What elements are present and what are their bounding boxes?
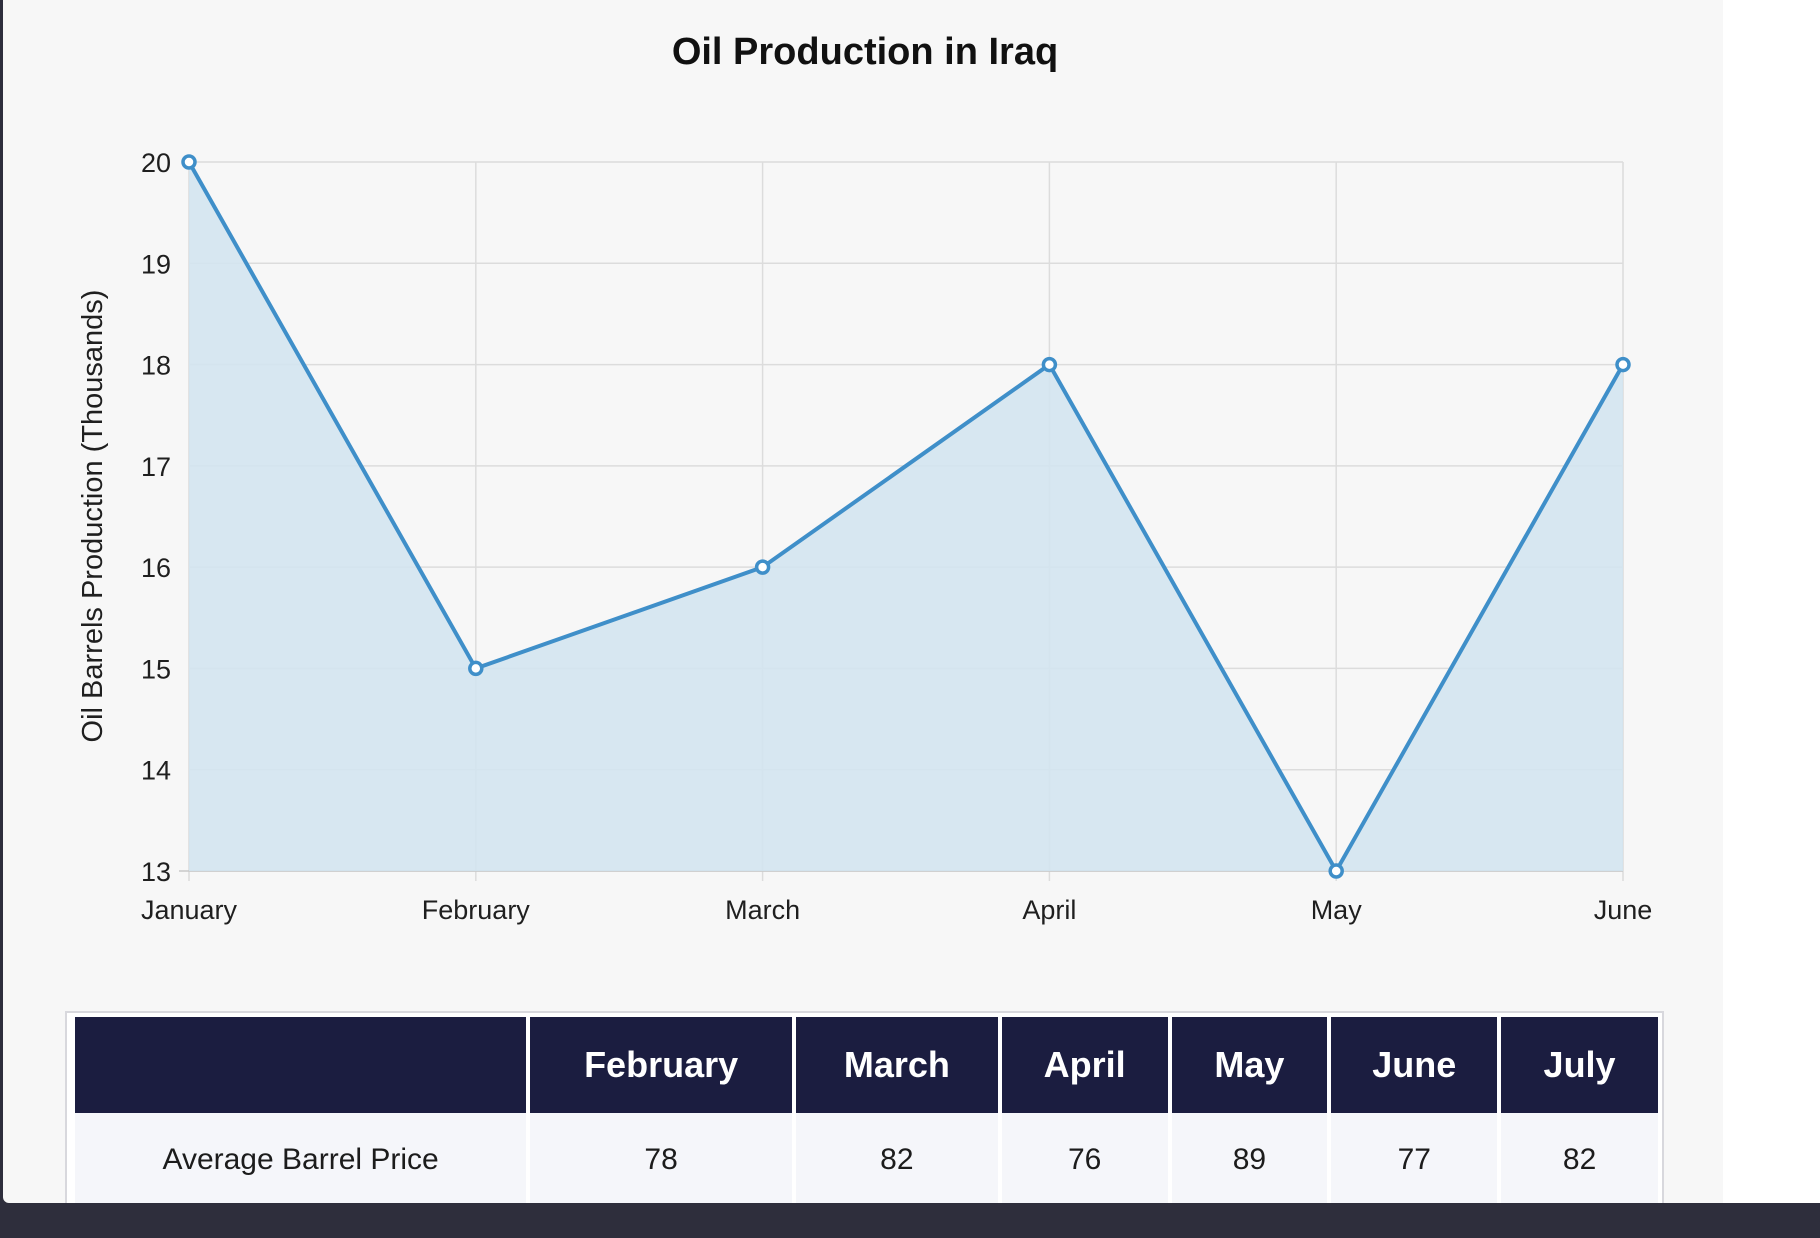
header-cell-february: February [530, 1017, 792, 1113]
price-table-grid: February March April May June July Avera… [71, 1017, 1662, 1203]
y-axis-label: Oil Barrels Production (Thousands) [77, 290, 109, 743]
x-tick-label: January [141, 895, 238, 925]
side-panel [1723, 0, 1820, 1203]
table-header-row: February March April May June July [75, 1017, 1658, 1113]
header-cell-may: May [1171, 1017, 1328, 1113]
y-tick-label: 15 [141, 654, 171, 684]
table-cell: 76 [1001, 1113, 1168, 1203]
table-cell: 82 [1501, 1113, 1658, 1203]
data-point-june [1615, 356, 1631, 373]
y-tick-label: 18 [141, 351, 171, 381]
area-fill [189, 162, 1623, 871]
header-cell-march: March [795, 1017, 998, 1113]
header-cell-july: July [1501, 1017, 1658, 1113]
x-tick-label: April [1022, 895, 1076, 925]
header-cell-empty [75, 1017, 527, 1113]
table-cell: 77 [1331, 1113, 1498, 1203]
row-label: Average Barrel Price [75, 1113, 527, 1203]
data-point-february [468, 660, 484, 677]
data-point-march [754, 559, 771, 575]
y-axis-ticks: 13 14 15 16 17 18 19 20 [141, 148, 171, 887]
x-tick-label: June [1594, 895, 1653, 925]
y-tick-label: 13 [141, 857, 171, 887]
y-tick-label: 14 [141, 756, 171, 786]
chart-title: Oil Production in Iraq [672, 31, 1058, 73]
table-cell: 78 [530, 1113, 792, 1203]
series-line [187, 161, 1625, 876]
header-cell-june: June [1331, 1017, 1498, 1113]
data-point-may [1328, 863, 1344, 879]
x-tick-label: March [725, 895, 800, 925]
data-point-april [1041, 356, 1058, 373]
data-points [181, 154, 1631, 879]
y-tick-label: 16 [141, 553, 171, 583]
table-cell: 82 [795, 1113, 998, 1203]
window-bottom-edge [3, 1203, 1820, 1238]
y-tick-label: 19 [141, 249, 171, 279]
line-area-chart: 13 14 15 16 17 18 19 20 January February March Apr… [77, 31, 1652, 925]
chart-window: 13 14 15 16 17 18 19 20 January February March Apr… [3, 0, 1723, 1203]
data-point-january [181, 154, 197, 170]
x-tick-label: May [1311, 895, 1363, 925]
y-tick-label: 17 [141, 452, 171, 482]
header-cell-april: April [1001, 1017, 1168, 1113]
price-table: February March April May June July Avera… [65, 1011, 1664, 1203]
table-cell: 89 [1171, 1113, 1328, 1203]
table-row: Average Barrel Price 78 82 76 89 77 82 [75, 1113, 1658, 1203]
x-axis-ticks: January February March April May June [141, 895, 1652, 925]
y-tick-label: 20 [141, 148, 171, 178]
x-tick-label: February [422, 895, 531, 925]
